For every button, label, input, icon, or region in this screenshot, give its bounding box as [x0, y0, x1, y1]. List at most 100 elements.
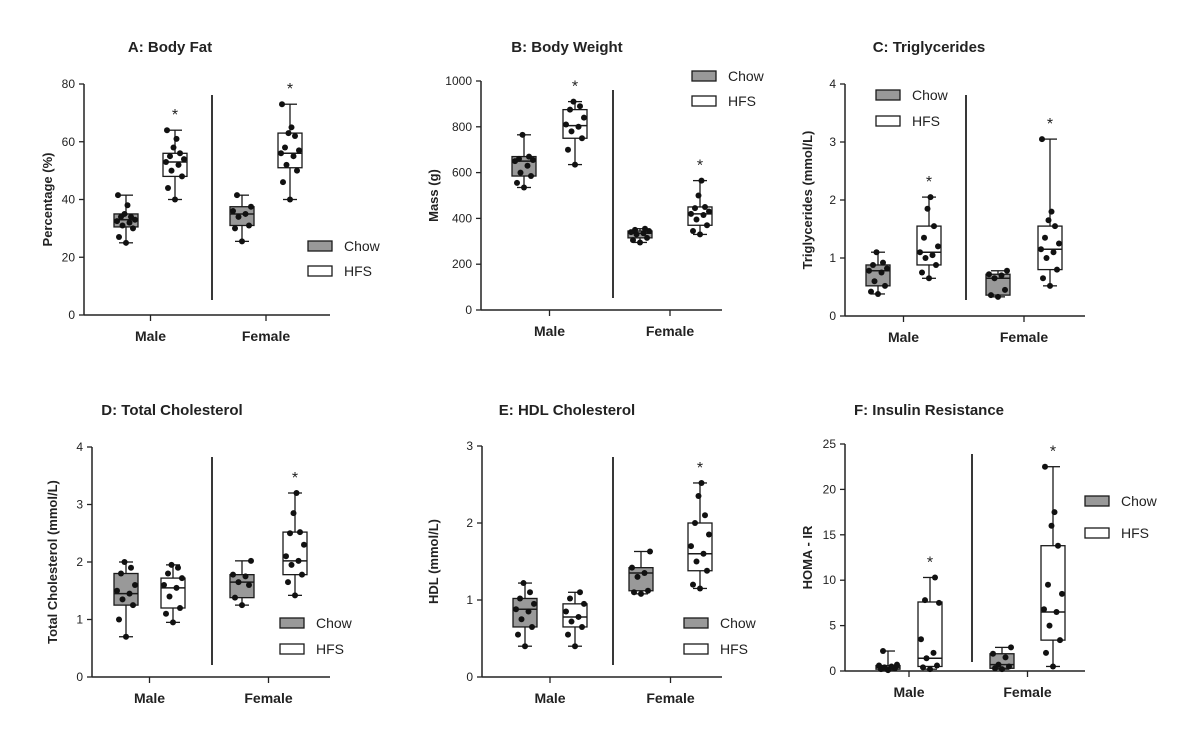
chart-title: D: Total Cholesterol [101, 402, 242, 419]
significance-star: * [572, 79, 578, 96]
data-point [880, 259, 886, 266]
significance-star: * [287, 81, 293, 98]
data-point [126, 590, 133, 597]
data-point [285, 579, 291, 586]
data-point [700, 550, 707, 557]
data-point [288, 561, 295, 568]
data-point [239, 602, 245, 609]
data-point [1057, 637, 1063, 644]
data-point [935, 243, 941, 250]
legend-swatch-hfs [683, 643, 709, 655]
data-point [884, 265, 890, 272]
data-point [1052, 223, 1058, 230]
data-point [647, 548, 653, 555]
data-point [1046, 622, 1053, 629]
data-point [575, 123, 582, 130]
data-point [1040, 275, 1046, 282]
legend-swatch-hfs [875, 115, 901, 127]
data-point [1051, 509, 1058, 516]
data-point [179, 575, 185, 582]
box-hfs-female: * [1040, 444, 1066, 670]
y-axis-label: Mass (g) [426, 169, 441, 222]
legend-label-hfs: HFS [1121, 525, 1149, 541]
data-point [866, 267, 872, 274]
y-tick-label: 1 [76, 613, 83, 627]
data-point [927, 194, 934, 201]
data-point [175, 161, 182, 168]
x-tick-label-male: Male [893, 684, 924, 700]
data-point [633, 231, 640, 238]
box-hfs-female: * [277, 81, 303, 203]
box-iqr [917, 601, 943, 668]
data-point [693, 558, 700, 565]
data-point [513, 606, 519, 613]
data-point [515, 631, 521, 638]
data-point [697, 585, 703, 592]
box-hfs-male [562, 589, 588, 650]
data-point [632, 226, 638, 233]
data-point [287, 530, 293, 537]
data-point [567, 595, 573, 602]
data-point [875, 290, 881, 297]
chart-title: F: Insulin Resistance [854, 402, 1004, 419]
data-point [695, 493, 702, 500]
significance-star: * [697, 158, 703, 175]
data-point [700, 211, 707, 218]
legend-swatch-hfs [691, 95, 717, 107]
data-point [695, 192, 702, 199]
chart-panel-4: D: Total Cholesterol Total Cholesterol (m… [45, 402, 353, 706]
data-point [888, 663, 895, 670]
legend-label-chow: Chow [316, 615, 353, 631]
data-point [871, 278, 878, 285]
data-point [870, 261, 876, 268]
data-point [698, 479, 705, 486]
data-point [126, 219, 133, 226]
data-point [116, 234, 122, 241]
data-point [166, 593, 173, 600]
box-chow-male [865, 249, 891, 297]
data-point [1042, 234, 1048, 241]
data-point [128, 213, 134, 220]
data-point [1048, 522, 1055, 529]
data-point [579, 623, 585, 630]
chart-panel-1: A: Body Fat Percentage (%) 0 20 40 60 80 Male Fe… [40, 39, 381, 344]
data-point [921, 234, 927, 241]
data-point [575, 613, 582, 620]
data-point [517, 169, 524, 176]
data-point [168, 167, 175, 174]
data-point [173, 584, 180, 591]
data-point [297, 529, 303, 536]
data-point [1006, 663, 1012, 670]
data-point [173, 135, 180, 142]
box-chow-male [113, 559, 139, 640]
legend-label-hfs: HFS [344, 263, 372, 279]
data-point [164, 127, 170, 134]
data-point [287, 196, 293, 203]
legend-label-hfs: HFS [912, 113, 940, 129]
data-point [246, 582, 252, 588]
data-point [570, 98, 577, 105]
legend-swatch-chow [691, 70, 717, 82]
data-point [528, 173, 534, 180]
data-point [1004, 267, 1010, 274]
legend: Chow HFS [279, 615, 353, 657]
data-point [918, 636, 924, 643]
y-tick-label: 1 [466, 593, 473, 607]
y-tick-label: 80 [62, 77, 76, 91]
box-iqr [627, 230, 653, 239]
box-hfs-female: * [687, 460, 713, 592]
data-point [290, 510, 297, 517]
x-tick-label-female: Female [244, 690, 292, 706]
legend-swatch-chow [683, 617, 709, 629]
data-point [524, 162, 531, 169]
data-point [175, 564, 181, 571]
data-point [520, 580, 527, 587]
data-point [1043, 649, 1049, 656]
chart-panel-6: F: Insulin Resistance HOMA - IR 0 5 10 15 20 25… [800, 402, 1158, 700]
significance-star: * [172, 107, 178, 124]
data-point [692, 205, 698, 212]
box-iqr [277, 132, 303, 169]
data-point [239, 238, 245, 245]
data-point [179, 173, 185, 180]
data-point [114, 218, 120, 225]
